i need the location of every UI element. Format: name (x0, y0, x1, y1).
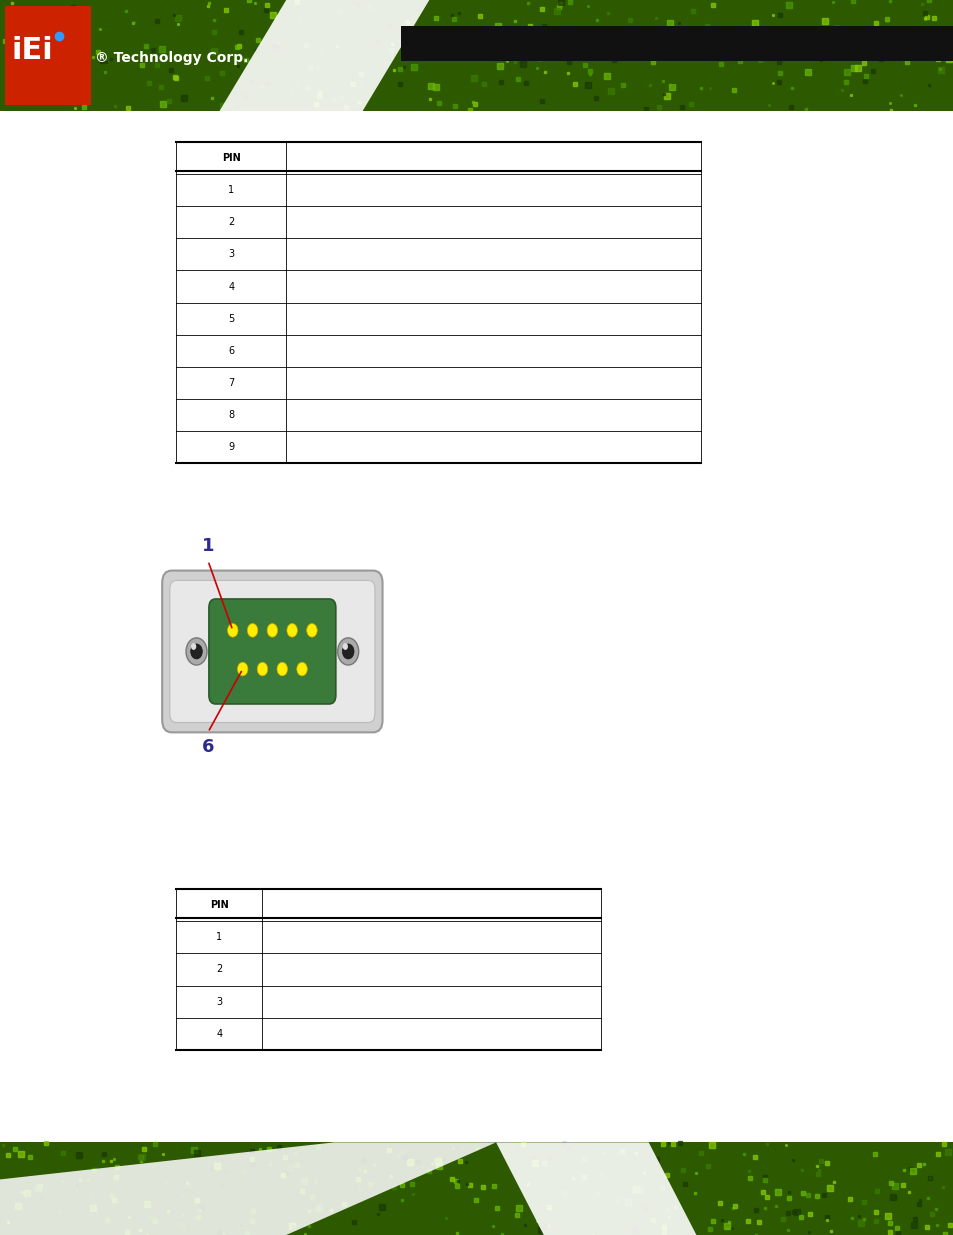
Text: 1: 1 (228, 185, 234, 195)
Circle shape (342, 643, 348, 650)
Circle shape (247, 624, 257, 637)
Text: iEi: iEi (11, 36, 53, 64)
Circle shape (257, 662, 268, 676)
Circle shape (191, 643, 196, 650)
Text: 3: 3 (228, 249, 234, 259)
FancyBboxPatch shape (209, 599, 335, 704)
Bar (0, 0, 953, 111)
Circle shape (267, 624, 277, 637)
FancyBboxPatch shape (162, 571, 382, 732)
FancyBboxPatch shape (170, 580, 375, 722)
Text: 7: 7 (228, 378, 234, 388)
Circle shape (186, 637, 207, 664)
Circle shape (287, 624, 297, 637)
Polygon shape (0, 1142, 496, 1235)
Text: 2: 2 (228, 217, 234, 227)
Text: 8: 8 (228, 410, 234, 420)
Bar (400, 26, 953, 61)
Text: PIN: PIN (222, 153, 240, 163)
Polygon shape (496, 1142, 696, 1235)
Circle shape (237, 662, 248, 676)
Circle shape (227, 624, 237, 637)
Polygon shape (219, 0, 429, 111)
Text: 1: 1 (201, 537, 214, 555)
Circle shape (276, 662, 287, 676)
Bar (0, 1142, 953, 1235)
Text: 4: 4 (228, 282, 234, 291)
Text: 3: 3 (216, 997, 222, 1007)
Circle shape (342, 643, 354, 659)
Circle shape (337, 637, 358, 664)
Circle shape (191, 643, 202, 659)
Text: 9: 9 (228, 442, 234, 452)
Text: PIN: PIN (210, 900, 229, 910)
Text: 4: 4 (216, 1029, 222, 1039)
Text: 5: 5 (228, 314, 234, 324)
Bar (0, 111, 953, 115)
Text: 6: 6 (228, 346, 234, 356)
Text: 1: 1 (216, 932, 222, 942)
Text: 6: 6 (201, 739, 214, 756)
Text: ® Technology Corp.: ® Technology Corp. (95, 51, 249, 64)
Circle shape (296, 662, 307, 676)
Bar (5, 6, 91, 105)
Circle shape (306, 624, 316, 637)
Text: 2: 2 (216, 965, 222, 974)
